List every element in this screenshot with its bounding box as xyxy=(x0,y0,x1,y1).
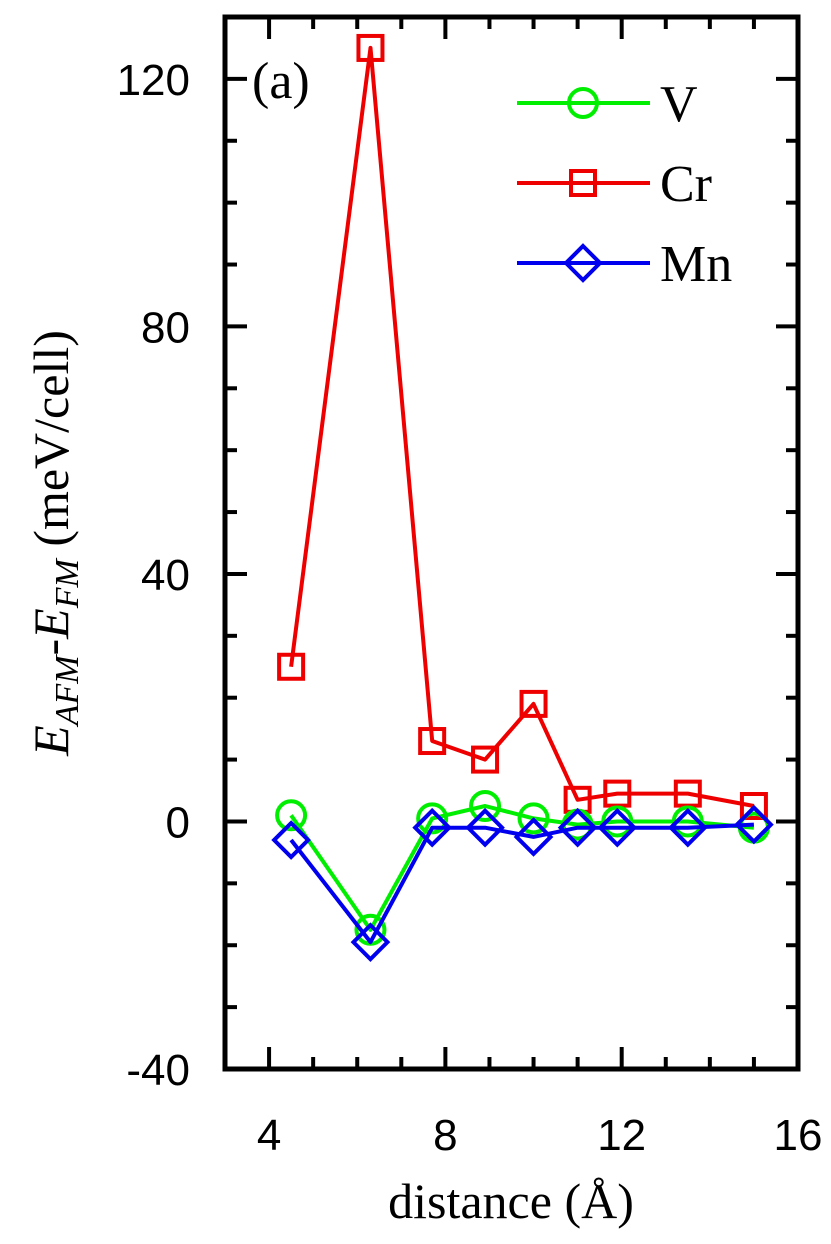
data-point-mn xyxy=(557,807,598,848)
data-point-mn xyxy=(271,820,311,860)
legend-entry-mn: Mn xyxy=(517,236,732,293)
data-point-mn xyxy=(667,807,708,848)
panel-label: (a) xyxy=(252,53,310,110)
data-point-cr xyxy=(418,727,447,756)
axis-tick-labels: 4 8 12 16 -40 0 40 80 120 xyxy=(117,56,823,1160)
data-point-mn xyxy=(465,807,505,848)
plot-frame xyxy=(222,14,801,1072)
data-point-mn xyxy=(513,817,554,857)
y-tick-label: 120 xyxy=(117,56,190,105)
data-point-v xyxy=(416,802,449,835)
x-tick-label: 8 xyxy=(433,1111,457,1160)
x-tick-label: 4 xyxy=(257,1111,281,1160)
legend-marker-cr xyxy=(569,169,597,197)
legend-entry-v: V xyxy=(517,76,698,133)
axis-ticks xyxy=(223,15,800,1071)
data-point-v xyxy=(671,805,704,838)
y-title-sub-fm: FM xyxy=(49,558,86,610)
y-tick-label: 0 xyxy=(166,798,190,847)
legend-marker-v xyxy=(567,87,599,119)
legend-label-mn: Mn xyxy=(660,236,732,293)
y-title-sub-afm: AFM xyxy=(49,654,86,728)
data-point-v xyxy=(469,790,502,822)
data-point-v xyxy=(275,799,308,832)
data-point-mn xyxy=(412,807,452,848)
y-axis-title: EAFM-EFM (meV/cell) xyxy=(23,330,86,757)
series-layer xyxy=(271,33,774,962)
data-point-cr xyxy=(356,33,385,62)
x-axis-title: distance (Å) xyxy=(388,1173,634,1229)
legend-label-cr: Cr xyxy=(660,156,712,213)
y-title-units: (meV/cell) xyxy=(23,330,79,559)
y-title-e-fm: E xyxy=(23,608,79,640)
data-point-mn xyxy=(597,807,638,848)
data-point-cr xyxy=(519,689,548,718)
data-point-v xyxy=(601,805,634,838)
x-tick-label: 16 xyxy=(774,1111,823,1160)
y-title-e-afm: E xyxy=(23,725,79,757)
y-tick-label: 80 xyxy=(141,303,190,352)
series-line-cr xyxy=(289,45,755,808)
legend: V Cr Mn xyxy=(517,76,732,293)
data-point-cr xyxy=(471,745,500,774)
data-point-cr xyxy=(739,792,768,820)
y-tick-label: -40 xyxy=(126,1046,190,1095)
legend-marker-mn xyxy=(563,243,603,283)
data-point-v xyxy=(517,802,550,835)
data-point-cr xyxy=(277,652,306,681)
x-tick-label: 12 xyxy=(597,1111,646,1160)
series-cr xyxy=(277,33,768,820)
series-mn xyxy=(271,804,774,962)
legend-label-v: V xyxy=(660,76,698,133)
series-line-mn xyxy=(289,822,754,945)
legend-entry-cr: Cr xyxy=(517,156,712,213)
y-tick-label: 40 xyxy=(141,551,190,600)
data-point-mn xyxy=(734,804,774,845)
data-point-mn xyxy=(350,922,391,962)
y-title-dash: - xyxy=(23,639,79,656)
